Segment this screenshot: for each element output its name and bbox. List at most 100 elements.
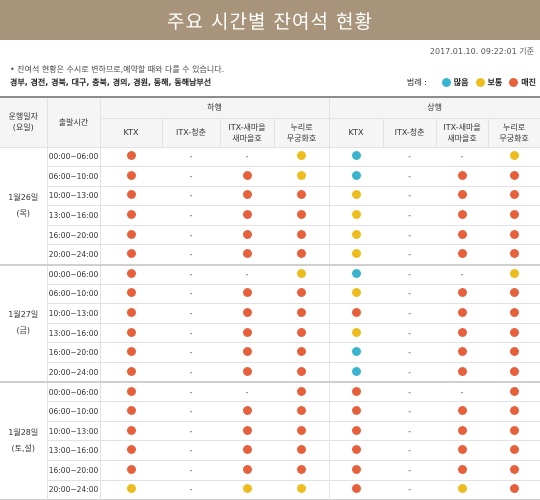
legend-item-normal: 보통 [475,77,503,88]
table-row: 10:00~13:00 - - [0,186,540,207]
header-down: 하행 [100,96,330,119]
time-cell: 16:00~20:00 [47,342,101,364]
status-none: - [383,342,437,364]
status-soldout-icon [242,308,252,318]
status-soldout-icon [296,229,306,239]
status-cell [100,284,162,305]
status-none: - [383,440,437,461]
status-many-icon [351,366,361,376]
status-cell [488,362,540,384]
status-cell [328,303,384,324]
status-none: - [162,225,220,246]
status-soldout-icon [126,308,136,318]
status-normal-icon [509,151,519,161]
status-cell [100,205,162,226]
notice-text: • 잔여석 현황은 수시로 변하므로,예약할 때와 다를 수 있습니다. [10,65,225,74]
status-soldout-icon [242,327,252,337]
status-cell [100,166,162,187]
time-cell: 20:00~24:00 [47,244,101,266]
table-row: 1월27일 (금) 00:00~06:00- - - - [0,264,540,384]
table-row: 20:00~24:00 - - [0,244,540,266]
header-date: 운행일자 (요일) [0,96,48,148]
status-soldout-icon [126,269,136,279]
status-cell [274,440,330,461]
table-row: 16:00~20:00 - - [0,460,540,481]
status-soldout-icon [126,425,136,435]
status-soldout-icon [242,249,252,259]
status-cell [274,382,330,403]
time-cell: 06:00~10:00 [47,284,101,305]
status-soldout-icon [296,425,306,435]
status-cell [488,323,540,344]
status-soldout-icon [242,406,252,416]
status-soldout-icon [126,229,136,239]
status-soldout-icon [351,386,361,396]
status-cell [436,362,489,384]
status-cell [328,440,384,461]
status-soldout-icon [126,210,136,220]
status-cell [220,323,274,344]
status-cell [328,166,384,187]
header-train-nuriro: 누리로 무궁화호 [488,118,540,148]
status-soldout-icon [457,190,467,200]
status-cell [328,460,384,481]
header-train-itx-cheongchun: ITX-청춘 [162,118,221,148]
header-time: 출발시간 [47,96,101,148]
time-cell: 10:00~13:00 [47,186,101,207]
table-row: 06:00~10:00 - - [0,166,540,187]
status-soldout-icon [126,464,136,474]
status-many-icon [351,347,361,357]
status-cell [220,284,274,305]
status-none: - [383,421,437,442]
status-soldout-icon [296,308,306,318]
date-cell: 1월28일 (토,설) [0,382,48,500]
time-cell: 06:00~10:00 [47,166,101,187]
time-cell: 00:00~06:00 [47,147,101,168]
status-cell [328,264,384,285]
status-cell [220,362,274,384]
status-none: - [383,186,437,207]
status-cell [100,460,162,481]
status-none: - [162,401,220,422]
status-soldout-icon [509,366,519,376]
status-none: - [383,166,437,187]
status-soldout-icon [126,151,136,161]
status-cell [100,323,162,344]
status-none: - [436,147,489,168]
time-cell: 13:00~16:00 [47,205,101,226]
status-none: - [383,225,437,246]
status-many-icon [351,269,361,279]
status-soldout-icon [509,210,519,220]
status-none: - [383,362,437,384]
status-none: - [220,147,274,168]
legend-title: 범례 : [406,78,427,87]
status-cell [488,440,540,461]
status-none: - [162,342,220,364]
status-soldout-icon [509,347,519,357]
status-cell [488,401,540,422]
legend-label: 보통 [487,78,503,87]
status-cell [100,147,162,168]
status-soldout-icon [457,249,467,259]
status-cell [220,205,274,226]
time-cell: 10:00~13:00 [47,303,101,324]
status-none: - [162,244,220,266]
status-cell [436,225,489,246]
status-cell [274,284,330,305]
date-cell: 1월27일 (금) [0,264,48,384]
status-soldout-icon [126,190,136,200]
status-normal-icon [296,151,306,161]
status-none: - [436,264,489,285]
status-soldout-icon [457,406,467,416]
table-row: 20:00~24:00 - - [0,480,540,500]
status-soldout-icon [242,288,252,298]
status-soldout-icon [509,406,519,416]
status-soldout-icon [296,445,306,455]
table-row: 1월26일 (목) 00:00~06:00- - - - [0,147,540,266]
status-soldout-icon [242,445,252,455]
status-soldout-icon [126,327,136,337]
status-cell [220,303,274,324]
status-none: - [162,166,220,187]
status-soldout-icon [126,288,136,298]
status-soldout-icon [242,229,252,239]
